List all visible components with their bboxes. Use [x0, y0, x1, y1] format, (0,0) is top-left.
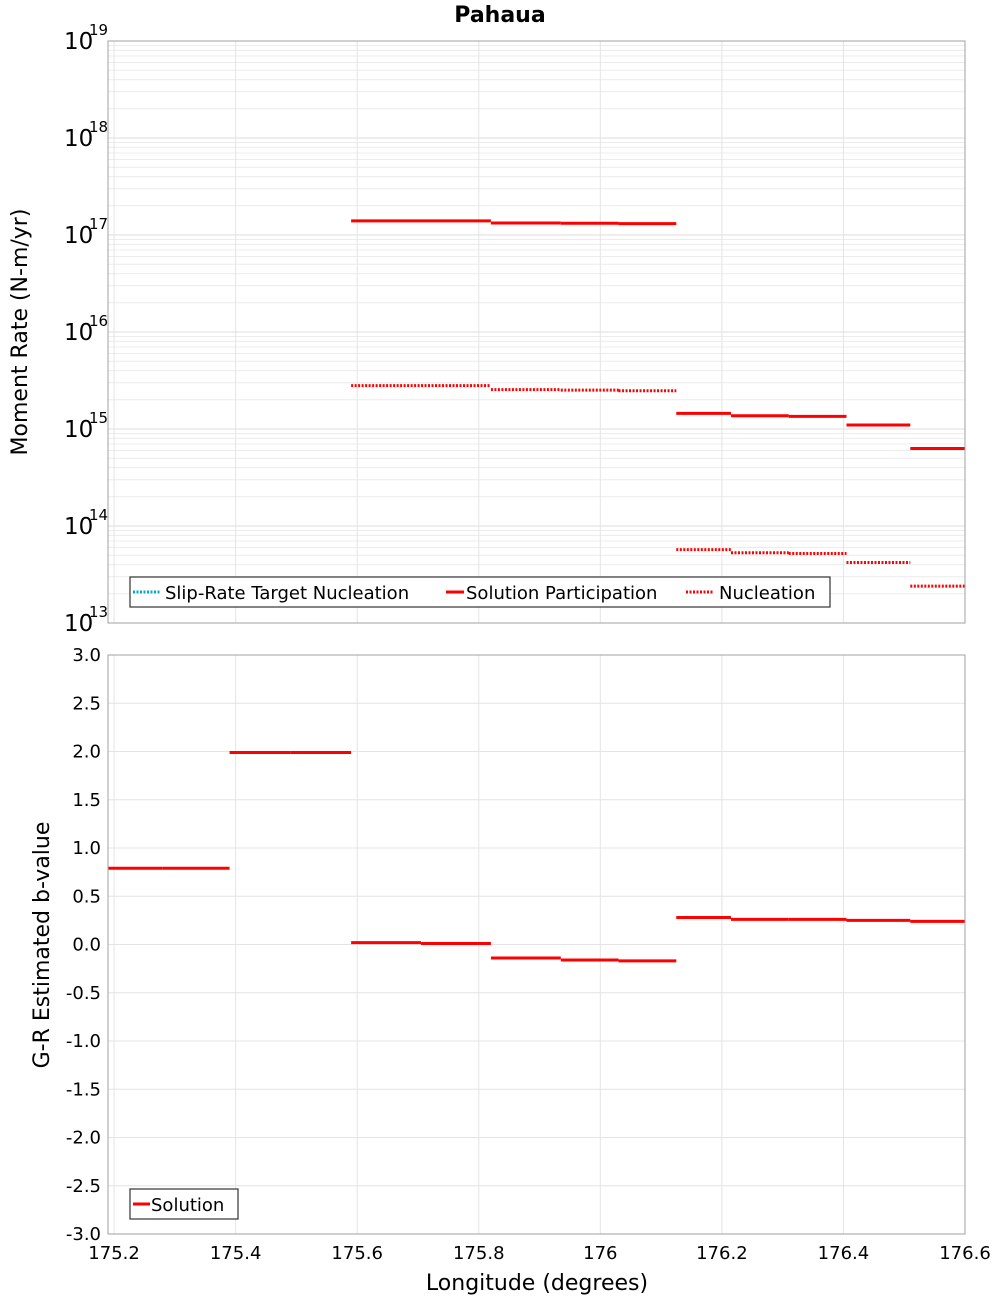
y-tick-label-exponent: 18	[89, 118, 108, 136]
y-tick-label: -0.5	[66, 983, 101, 1004]
y-tick-label: -2.0	[66, 1128, 101, 1149]
y-tick-label: 0.0	[72, 935, 101, 956]
chart-title: Pahaua	[454, 3, 545, 28]
x-tick-label: 175.4	[210, 1243, 262, 1264]
legend-label: Solution Participation	[466, 583, 657, 604]
y-tick-label: 2.5	[72, 693, 101, 714]
y-tick-label-base: 10	[64, 514, 93, 540]
x-tick-label: 175.2	[88, 1243, 140, 1264]
b-value-legend: Solution	[129, 1188, 239, 1220]
x-tick-label: 175.8	[453, 1243, 505, 1264]
legend-label: Nucleation	[719, 583, 815, 604]
y-tick-label: -1.5	[66, 1079, 101, 1100]
moment-rate-plot-border	[107, 40, 966, 624]
y-tick-label-base: 10	[64, 223, 93, 249]
x-tick-label: 176.6	[939, 1243, 991, 1264]
x-tick-label: 176.4	[818, 1243, 870, 1264]
y-tick-label: 3.0	[72, 645, 101, 666]
y-tick-label-base: 10	[64, 29, 93, 55]
legend-label: Solution	[151, 1195, 224, 1216]
b-value-plot-border	[107, 654, 966, 1235]
b-value-panel: -3.0 -2.5 -2.0 -1.5 -1.0 -0.5 0.0 0.5 1.0 1.5 2.0 2…	[66, 645, 991, 1264]
y-tick-label: 0.5	[72, 886, 101, 907]
y-tick-label-exponent: 14	[89, 506, 108, 524]
moment-rate-y-axis-label: Moment Rate (N-m/yr)	[8, 209, 33, 456]
y-tick-label: -3.0	[66, 1224, 101, 1245]
moment-rate-legend: Slip-Rate Target Nucleation Solution Part…	[129, 576, 831, 608]
x-tick-label: 176.2	[696, 1243, 748, 1264]
y-tick-label-exponent: 16	[89, 312, 108, 330]
y-tick-label: 1.5	[72, 790, 101, 811]
y-tick-label-base: 10	[64, 320, 93, 346]
b-value-y-axis-label: G-R Estimated b-value	[30, 822, 55, 1069]
y-tick-label: -2.5	[66, 1176, 101, 1197]
y-tick-label: 2.0	[72, 742, 101, 763]
y-tick-label-exponent: 13	[89, 603, 108, 621]
y-tick-label-exponent: 15	[89, 409, 108, 427]
y-tick-label: -1.0	[66, 1031, 101, 1052]
y-tick-label-base: 10	[64, 611, 93, 637]
y-tick-label-base: 10	[64, 417, 93, 443]
y-tick-label-base: 10	[64, 126, 93, 152]
x-tick-label: 175.6	[331, 1243, 383, 1264]
legend-box	[129, 576, 831, 608]
x-axis-label: Longitude (degrees)	[426, 1271, 648, 1296]
x-tick-label: 176	[583, 1243, 617, 1264]
y-tick-label: 1.0	[72, 838, 101, 859]
legend-label: Slip-Rate Target Nucleation	[165, 583, 409, 604]
y-tick-label-exponent: 17	[89, 215, 108, 233]
y-tick-label-exponent: 19	[89, 21, 108, 39]
